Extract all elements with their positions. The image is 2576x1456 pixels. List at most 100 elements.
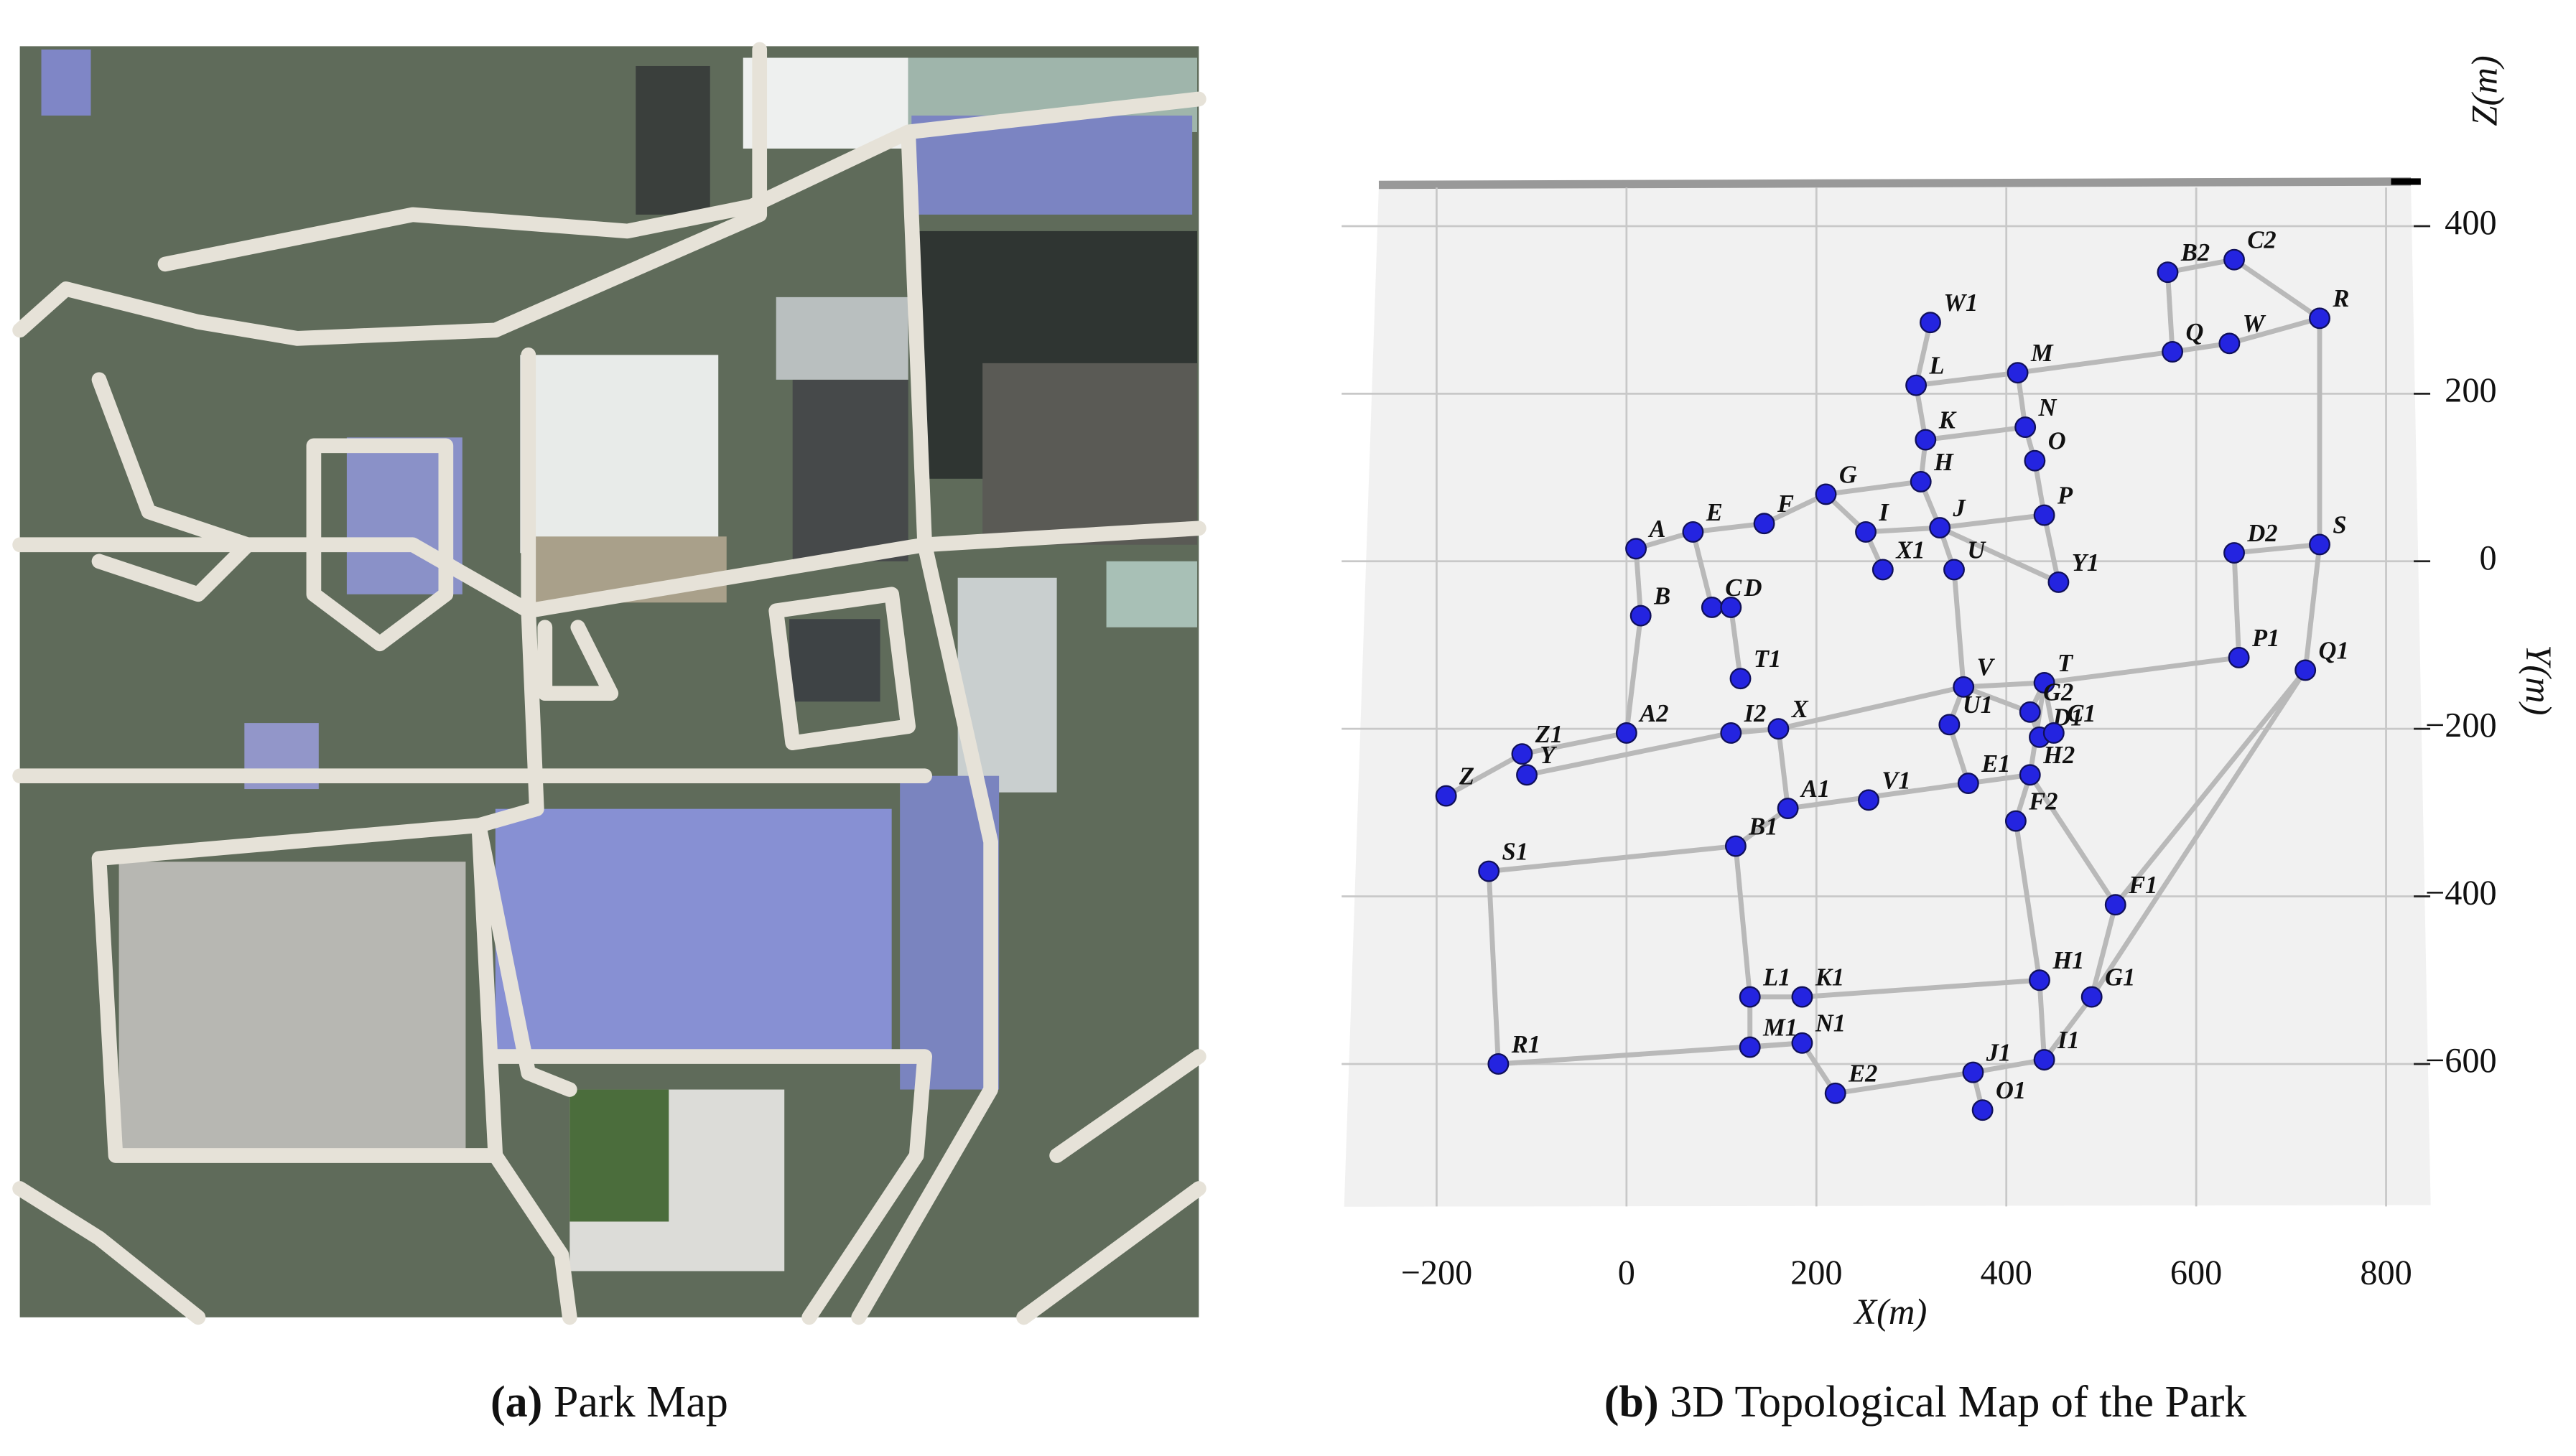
node-label: N1 <box>1815 1010 1846 1037</box>
node-label: I <box>1878 499 1889 526</box>
node-label: B <box>1653 583 1670 610</box>
node <box>1855 521 1877 543</box>
panel-label: (b) <box>1604 1378 1659 1427</box>
map-building <box>743 57 908 149</box>
node <box>1478 860 1500 882</box>
node-label: N <box>2038 394 2057 421</box>
node-label: R <box>2332 285 2349 312</box>
node-label: M1 <box>1762 1014 1798 1042</box>
node <box>1929 517 1951 539</box>
node <box>2294 659 2317 681</box>
road <box>768 587 916 751</box>
edge <box>1972 1057 2045 1075</box>
node <box>1910 470 1932 493</box>
node <box>2223 542 2245 564</box>
edge <box>1624 615 1644 734</box>
node-label: O <box>2048 428 2066 455</box>
edge <box>1938 525 2060 585</box>
node <box>1615 722 1637 744</box>
edge <box>2017 349 2173 375</box>
map-building <box>792 379 908 561</box>
node <box>1516 764 1538 786</box>
node-label: D <box>1744 574 1762 602</box>
road <box>851 124 998 1325</box>
node-label: Y <box>1540 742 1557 769</box>
edge <box>1826 479 1922 497</box>
node <box>1487 1053 1510 1075</box>
node <box>2309 307 2330 330</box>
node <box>2223 248 2245 271</box>
node-label: G1 <box>2105 963 2135 991</box>
edge <box>2228 316 2320 346</box>
node <box>2019 701 2041 723</box>
map-building <box>520 355 719 554</box>
y-tick-label: −600 <box>2425 1042 2497 1080</box>
node <box>1629 605 1652 627</box>
edge <box>1444 752 1524 798</box>
caption-text: 3D Topological Map of the Park <box>1670 1378 2247 1427</box>
node <box>1701 596 1723 618</box>
node <box>1729 668 1752 690</box>
y-tick-label: 200 <box>2445 371 2496 409</box>
node <box>2007 362 2029 384</box>
node-label: J1 <box>1986 1040 2011 1067</box>
map-roads <box>12 42 1206 1325</box>
edge <box>2042 995 2094 1062</box>
node-label: W <box>2243 310 2266 337</box>
road <box>157 91 1206 272</box>
node-label: L <box>1928 353 1944 380</box>
edge <box>1728 607 1743 679</box>
edge <box>1733 846 1753 997</box>
node-label: A2 <box>1638 700 1668 727</box>
z-axis-title: Z(m) <box>2465 55 2505 126</box>
edge <box>2027 773 2118 907</box>
node-label: Z <box>1459 762 1474 790</box>
caption: (b) 3D Topological Map of the Park <box>1604 1378 2247 1427</box>
y-tick-label: −400 <box>2425 874 2497 913</box>
node <box>2019 764 2041 786</box>
node-label: H1 <box>2052 947 2084 974</box>
node-label: G2 <box>2043 679 2073 706</box>
y-tick-label: 0 <box>2479 539 2496 577</box>
edge <box>1526 730 1731 778</box>
edge <box>1521 730 1627 757</box>
node <box>2047 571 2070 593</box>
node-label: C1 <box>2067 700 2096 727</box>
edge <box>1734 806 1790 849</box>
edge <box>2167 257 2235 275</box>
node-label: T <box>2057 650 2074 677</box>
node <box>1739 1036 1761 1058</box>
node-label: Q1 <box>2319 637 2349 664</box>
y-tick-label: −200 <box>2425 706 2497 745</box>
node-label: T1 <box>1754 645 1781 673</box>
node-label: A <box>1647 515 1665 543</box>
edge <box>1962 684 2031 715</box>
node-label: S <box>2333 511 2346 538</box>
node <box>2004 810 2027 832</box>
node <box>1777 798 1799 819</box>
x-tick-label: 200 <box>1790 1254 1842 1292</box>
node-label: E2 <box>1848 1060 1877 1088</box>
node <box>1767 718 1790 740</box>
edge <box>1865 525 1940 535</box>
edge <box>2042 514 2061 583</box>
road <box>12 1049 1206 1325</box>
node-label: K <box>1938 406 1957 434</box>
node-label: K1 <box>1815 963 1844 991</box>
node <box>1625 538 1647 560</box>
edge <box>1691 531 1715 608</box>
node <box>1919 312 1941 334</box>
edge <box>2231 552 2242 658</box>
road <box>537 620 619 701</box>
node-label: E <box>1706 499 1723 526</box>
node <box>2033 1049 2055 1071</box>
node <box>1905 374 1928 396</box>
node <box>1938 714 1961 736</box>
edge <box>1915 370 2018 388</box>
node <box>1871 559 1894 581</box>
map-trees <box>569 1089 669 1222</box>
node-label: B2 <box>2180 239 2210 266</box>
node-label: F <box>1777 490 1794 518</box>
edge <box>1835 1070 1973 1096</box>
